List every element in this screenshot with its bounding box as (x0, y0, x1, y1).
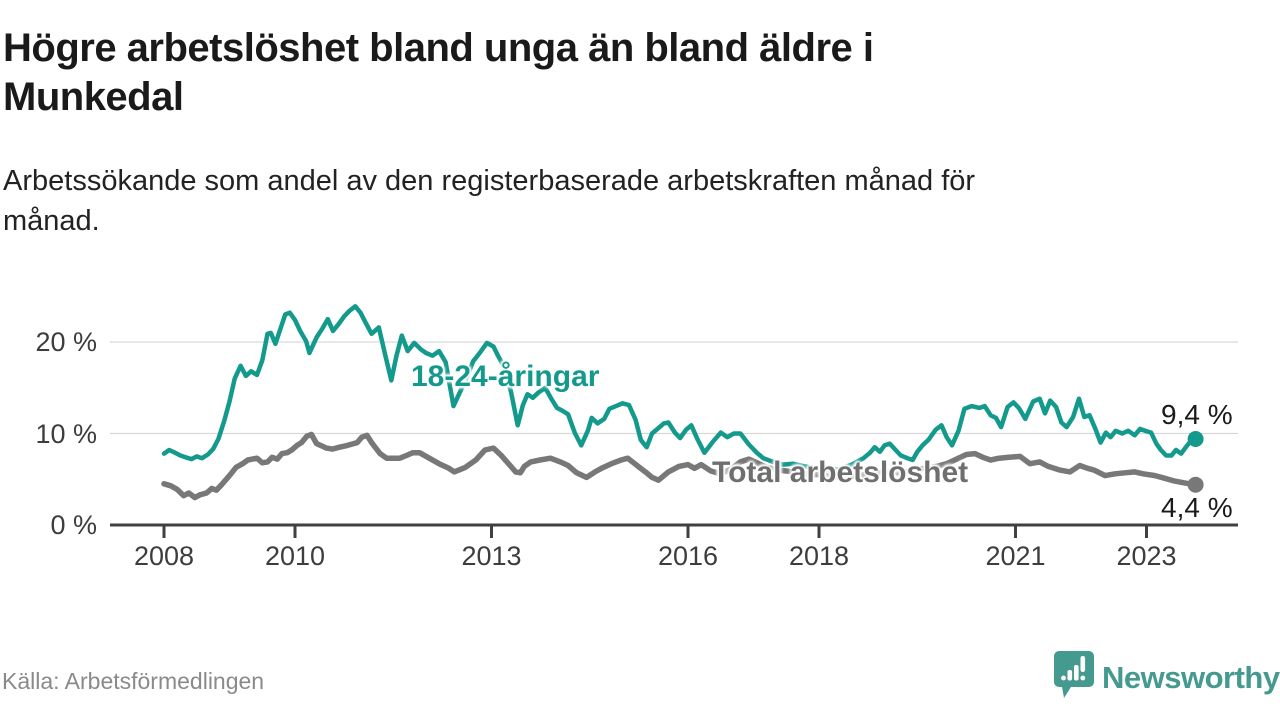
x-tick-label: 2023 (1116, 541, 1177, 571)
brand-name: Newsworthy (1102, 660, 1280, 695)
end-value-youth: 9,4 % (1161, 399, 1233, 430)
x-tick-label: 2016 (657, 541, 719, 571)
logo-dot-left (1061, 675, 1066, 681)
end-dot-Total arbetslöshet (1187, 476, 1204, 493)
x-tick-label: 2008 (133, 541, 195, 571)
x-tick-label: 2018 (788, 541, 850, 571)
logo-exclamation-dot (1080, 675, 1086, 681)
y-tick-label: 0 % (50, 510, 97, 540)
page-title-line1: Högre arbetslöshet bland unga än bland ä… (3, 26, 874, 70)
chart-subtitle-line2: månad. (3, 205, 100, 237)
page-title: Högre arbetslöshet bland unga än bland ä… (3, 24, 1183, 122)
newsworthy-logo-icon (1054, 651, 1094, 698)
y-tick-label: 20 % (35, 327, 97, 357)
source-note: Källa: Arbetsförmedlingen (2, 668, 265, 694)
chart-subtitle: Arbetssökande som andel av den registerb… (3, 161, 1183, 241)
x-tick-label: 2010 (264, 541, 326, 571)
x-tick-label: 2013 (461, 541, 522, 571)
logo-bar-2 (1074, 665, 1079, 681)
chart-subtitle-line1: Arbetssökande som andel av den registerb… (3, 165, 976, 197)
page-title-line2: Munkedal (3, 75, 184, 119)
logo-exclamation-bar (1080, 656, 1086, 672)
series-label-total: Total arbetslöshet (712, 456, 969, 489)
series-label-youth: 18-24-åringar (411, 360, 600, 393)
line-Total arbetslöshet (161, 431, 1199, 501)
end-value-total: 4,4 % (1161, 492, 1233, 523)
end-dot-18-24-åringar (1187, 431, 1204, 447)
x-tick-label: 2021 (985, 541, 1046, 571)
line-18-24-åringar (161, 304, 1198, 473)
logo-bar-1 (1067, 670, 1073, 681)
y-tick-label: 10 % (35, 418, 97, 449)
